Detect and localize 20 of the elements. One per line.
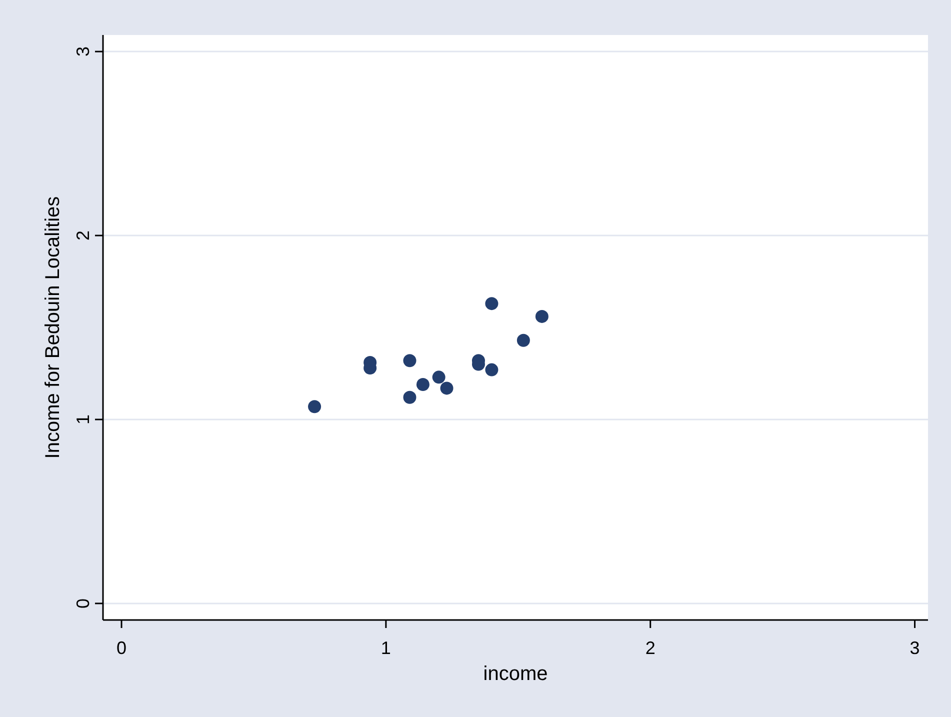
point	[403, 390, 416, 404]
x-tick-label: 2	[645, 638, 656, 658]
point	[416, 378, 430, 392]
y-axis-title: Income for Bedouin Localities	[42, 196, 64, 459]
point	[535, 310, 548, 323]
point	[403, 354, 416, 368]
y-tick-label: 1	[73, 414, 93, 424]
point	[485, 363, 498, 376]
x-tick-label: 3	[910, 638, 920, 658]
y-tick-label: 3	[73, 46, 93, 57]
y-tick-label: 2	[73, 230, 93, 241]
x-axis-title: income	[483, 663, 548, 685]
x-tick-label: 0	[116, 638, 127, 658]
y-tick-label: 0	[73, 598, 93, 608]
point	[485, 297, 498, 310]
point	[516, 334, 530, 347]
point	[432, 370, 446, 384]
point	[440, 382, 454, 395]
point	[308, 400, 322, 414]
x-tick-label: 1	[380, 638, 391, 658]
